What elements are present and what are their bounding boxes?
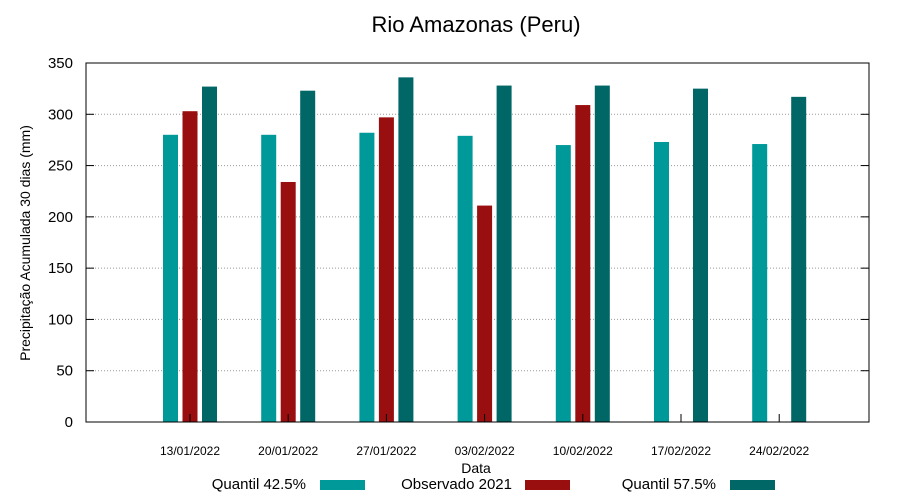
x-tick-label: 13/01/2022 — [160, 444, 220, 458]
legend-swatch — [320, 480, 365, 490]
x-tick-label: 03/02/2022 — [455, 444, 515, 458]
bar-2 — [575, 105, 591, 422]
x-tick-label: 17/02/2022 — [651, 444, 711, 458]
legend-label: Quantil 42.5% — [212, 476, 306, 493]
legend-label: Observado 2021 — [401, 476, 512, 493]
bar-1 — [163, 134, 178, 423]
y-tick-label: 50 — [56, 363, 73, 380]
legend-swatch — [525, 480, 570, 490]
bar-3 — [791, 96, 807, 422]
x-tick-label: 27/01/2022 — [356, 444, 416, 458]
bars — [163, 77, 807, 423]
bar-3 — [300, 90, 316, 423]
x-axis-label: Data — [461, 460, 491, 476]
bar-3 — [202, 86, 217, 422]
y-tick-label: 0 — [65, 414, 73, 431]
y-axis-label: Precipitação Acumulada 30 dias (mm) — [17, 125, 33, 361]
bar-2 — [182, 111, 198, 423]
bar-1 — [359, 132, 375, 422]
legend-label: Quantil 57.5% — [622, 476, 716, 493]
x-tick-label: 24/02/2022 — [749, 444, 809, 458]
bar-2 — [280, 181, 296, 422]
chart-title: Rio Amazonas (Peru) — [371, 12, 580, 37]
bar-3 — [398, 77, 414, 423]
bar-1 — [752, 144, 768, 422]
bar-1 — [457, 135, 473, 422]
bar-3 — [594, 85, 610, 423]
y-tick-label: 350 — [48, 55, 73, 72]
bar-1 — [555, 145, 571, 423]
bar-2 — [477, 205, 493, 422]
y-tick-label: 300 — [48, 106, 73, 123]
x-tick-label: 10/02/2022 — [553, 444, 613, 458]
bar-3 — [496, 85, 512, 423]
y-tick-label: 150 — [48, 260, 73, 277]
y-tick-label: 200 — [48, 209, 73, 226]
bar-3 — [693, 88, 708, 423]
y-axis: 0 50 100 150 200 250 300 350 — [48, 55, 869, 431]
bar-1 — [261, 134, 277, 423]
bar-2 — [378, 117, 394, 422]
y-tick-label: 250 — [48, 158, 73, 175]
legend: Quantil 42.5% Observado 2021 Quantil 57.5% — [212, 476, 775, 493]
x-tick-label: 20/01/2022 — [258, 444, 318, 458]
plot-frame — [85, 62, 870, 423]
bar-1 — [654, 141, 669, 423]
x-axis: 13/01/2022 20/01/2022 27/01/2022 03/02/2022… — [160, 414, 810, 458]
legend-swatch — [730, 480, 775, 490]
y-tick-label: 100 — [48, 311, 73, 328]
